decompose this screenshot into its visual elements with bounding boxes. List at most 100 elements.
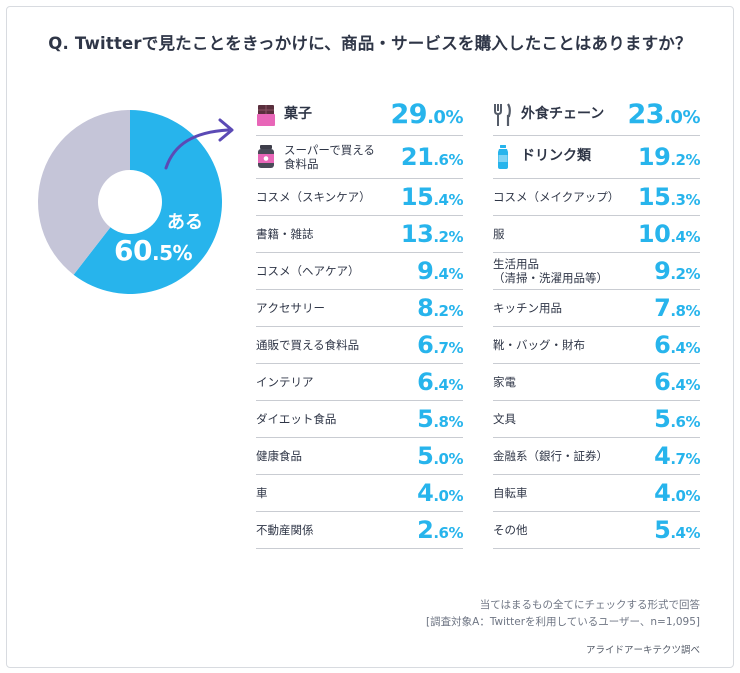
category-text-line1: ドリンク類 [521,148,591,165]
value-integer: 4 [417,479,434,507]
category-text: 菓子 [284,106,312,124]
category-row: 文具 5.6% [493,401,700,438]
category-value: 4.0% [654,479,700,507]
bottle-icon [493,144,513,170]
category-text: キッチン用品 [493,301,562,315]
category-row: コスメ（メイクアップ） 15.3% [493,179,700,216]
value-integer: 29 [390,99,428,130]
category-row: スーパーで買える 食料品 21.6% [256,136,463,179]
value-decimal: .3% [670,191,700,209]
source-credit: アライドアーキテクツ調べ [585,645,700,656]
category-text: 金融系（銀行・証券） [493,449,608,463]
category-text-line1: キッチン用品 [493,300,562,315]
category-row: 自転車 4.0% [493,475,700,512]
category-row: 靴・バッグ・財布 6.4% [493,327,700,364]
value-decimal: .4% [433,376,463,394]
category-text: その他 [493,523,528,537]
category-value: 9.2% [654,257,700,285]
category-text: アクセサリー [256,301,325,315]
pie-svg [37,110,222,294]
value-decimal: .4% [670,339,700,357]
left-category-list: 菓子 29.0% スーパーで買える 食料品 21.6% コスメ（スキンケア） 15.4% 書籍… [256,94,463,549]
category-label: アクセサリー [256,301,325,315]
category-text: 服 [493,227,505,241]
category-value: 4.7% [654,442,700,470]
category-row: アクセサリー 8.2% [256,290,463,327]
category-row: 服 10.4% [493,216,700,253]
category-row: インテリア 6.4% [256,364,463,401]
category-value: 6.4% [417,368,463,396]
value-decimal: .2% [433,302,463,320]
category-label: 書籍・雑誌 [256,227,314,241]
category-label: インテリア [256,375,314,389]
category-text-line1: コスメ（スキンケア） [256,189,371,204]
category-text-line1: コスメ（ヘアケア） [256,263,360,278]
value-decimal: .4% [433,191,463,209]
category-text-line1: 車 [256,485,268,500]
category-row: 金融系（銀行・証券） 4.7% [493,438,700,475]
category-text-line1: 文具 [493,411,516,426]
category-text: 靴・バッグ・財布 [493,338,585,352]
category-row: コスメ（スキンケア） 15.4% [256,179,463,216]
category-text: ダイエット食品 [256,412,336,426]
value-decimal: .0% [670,487,700,505]
category-label: 自転車 [493,486,528,500]
value-decimal: .0% [433,487,463,505]
jar-icon [256,144,276,170]
category-text-line1: 家電 [493,374,516,389]
value-integer: 5 [654,405,671,433]
category-row: ダイエット食品 5.8% [256,401,463,438]
category-value: 13.2% [401,220,464,248]
footnote-method: 当てはまるもの全てにチェックする形式で回答 [479,599,700,611]
category-text: 文具 [493,412,516,426]
chart-title: Q. Twitterで見たことをきっかけに、商品・サービスを購入したことはありま… [48,34,692,53]
category-text: ドリンク類 [521,148,591,166]
category-text-line2: 食料品 [284,157,319,171]
value-integer: 2 [417,516,434,544]
category-value: 6.4% [654,368,700,396]
category-text-line1: 通販で買える食料品 [256,337,360,352]
value-integer: 21 [400,143,434,171]
category-text-line1: 金融系（銀行・証券） [493,448,608,463]
category-text-line1: コスメ（メイクアップ） [493,189,620,204]
value-decimal: .4% [670,524,700,542]
value-integer: 5 [654,516,671,544]
category-value: 15.3% [638,183,701,211]
category-row: キッチン用品 7.8% [493,290,700,327]
value-decimal: .0% [664,107,700,128]
category-text: コスメ（ヘアケア） [256,264,360,278]
chocolate-icon [256,102,276,128]
category-text: インテリア [256,375,314,389]
value-integer: 10 [637,220,671,248]
category-text-line1: 靴・バッグ・財布 [493,337,585,352]
value-integer: 4 [654,479,671,507]
value-integer: 5 [417,405,434,433]
category-text-line1: 不動産関係 [256,522,314,537]
category-row: 通販で買える食料品 6.7% [256,327,463,364]
category-value: 5.0% [417,442,463,470]
value-decimal: .2% [670,265,700,283]
category-value: 29.0% [390,99,464,130]
pie-label: ある [167,212,203,233]
category-text: スーパーで買える 食料品 [284,143,375,172]
category-text-line1: アクセサリー [256,300,325,315]
category-text: 通販で買える食料品 [256,338,359,352]
category-label: コスメ（ヘアケア） [256,264,360,278]
value-decimal: .4% [670,228,700,246]
category-row: 菓子 29.0% [256,94,463,136]
category-label: 金融系（銀行・証券） [493,449,608,463]
category-text: 書籍・雑誌 [256,227,314,241]
pie-slice-rest [37,110,131,275]
right-category-list: 外食チェーン 23.0% ドリンク類 19.2% コスメ（メイクアップ） 15.3% 服 10… [493,94,700,549]
category-row: 生活用品 （清掃・洗濯用品等） 9.2% [493,253,700,290]
category-row: 家電 6.4% [493,364,700,401]
value-decimal: .6% [433,524,463,542]
category-label: コスメ（メイクアップ） [493,190,619,204]
value-integer: 6 [417,331,434,359]
value-decimal: .7% [670,450,700,468]
category-text: 外食チェーン [521,106,604,124]
fork-knife-icon [493,102,513,128]
category-text: 健康食品 [256,449,302,463]
pie-chart [37,110,222,294]
pie-hole [98,170,162,234]
